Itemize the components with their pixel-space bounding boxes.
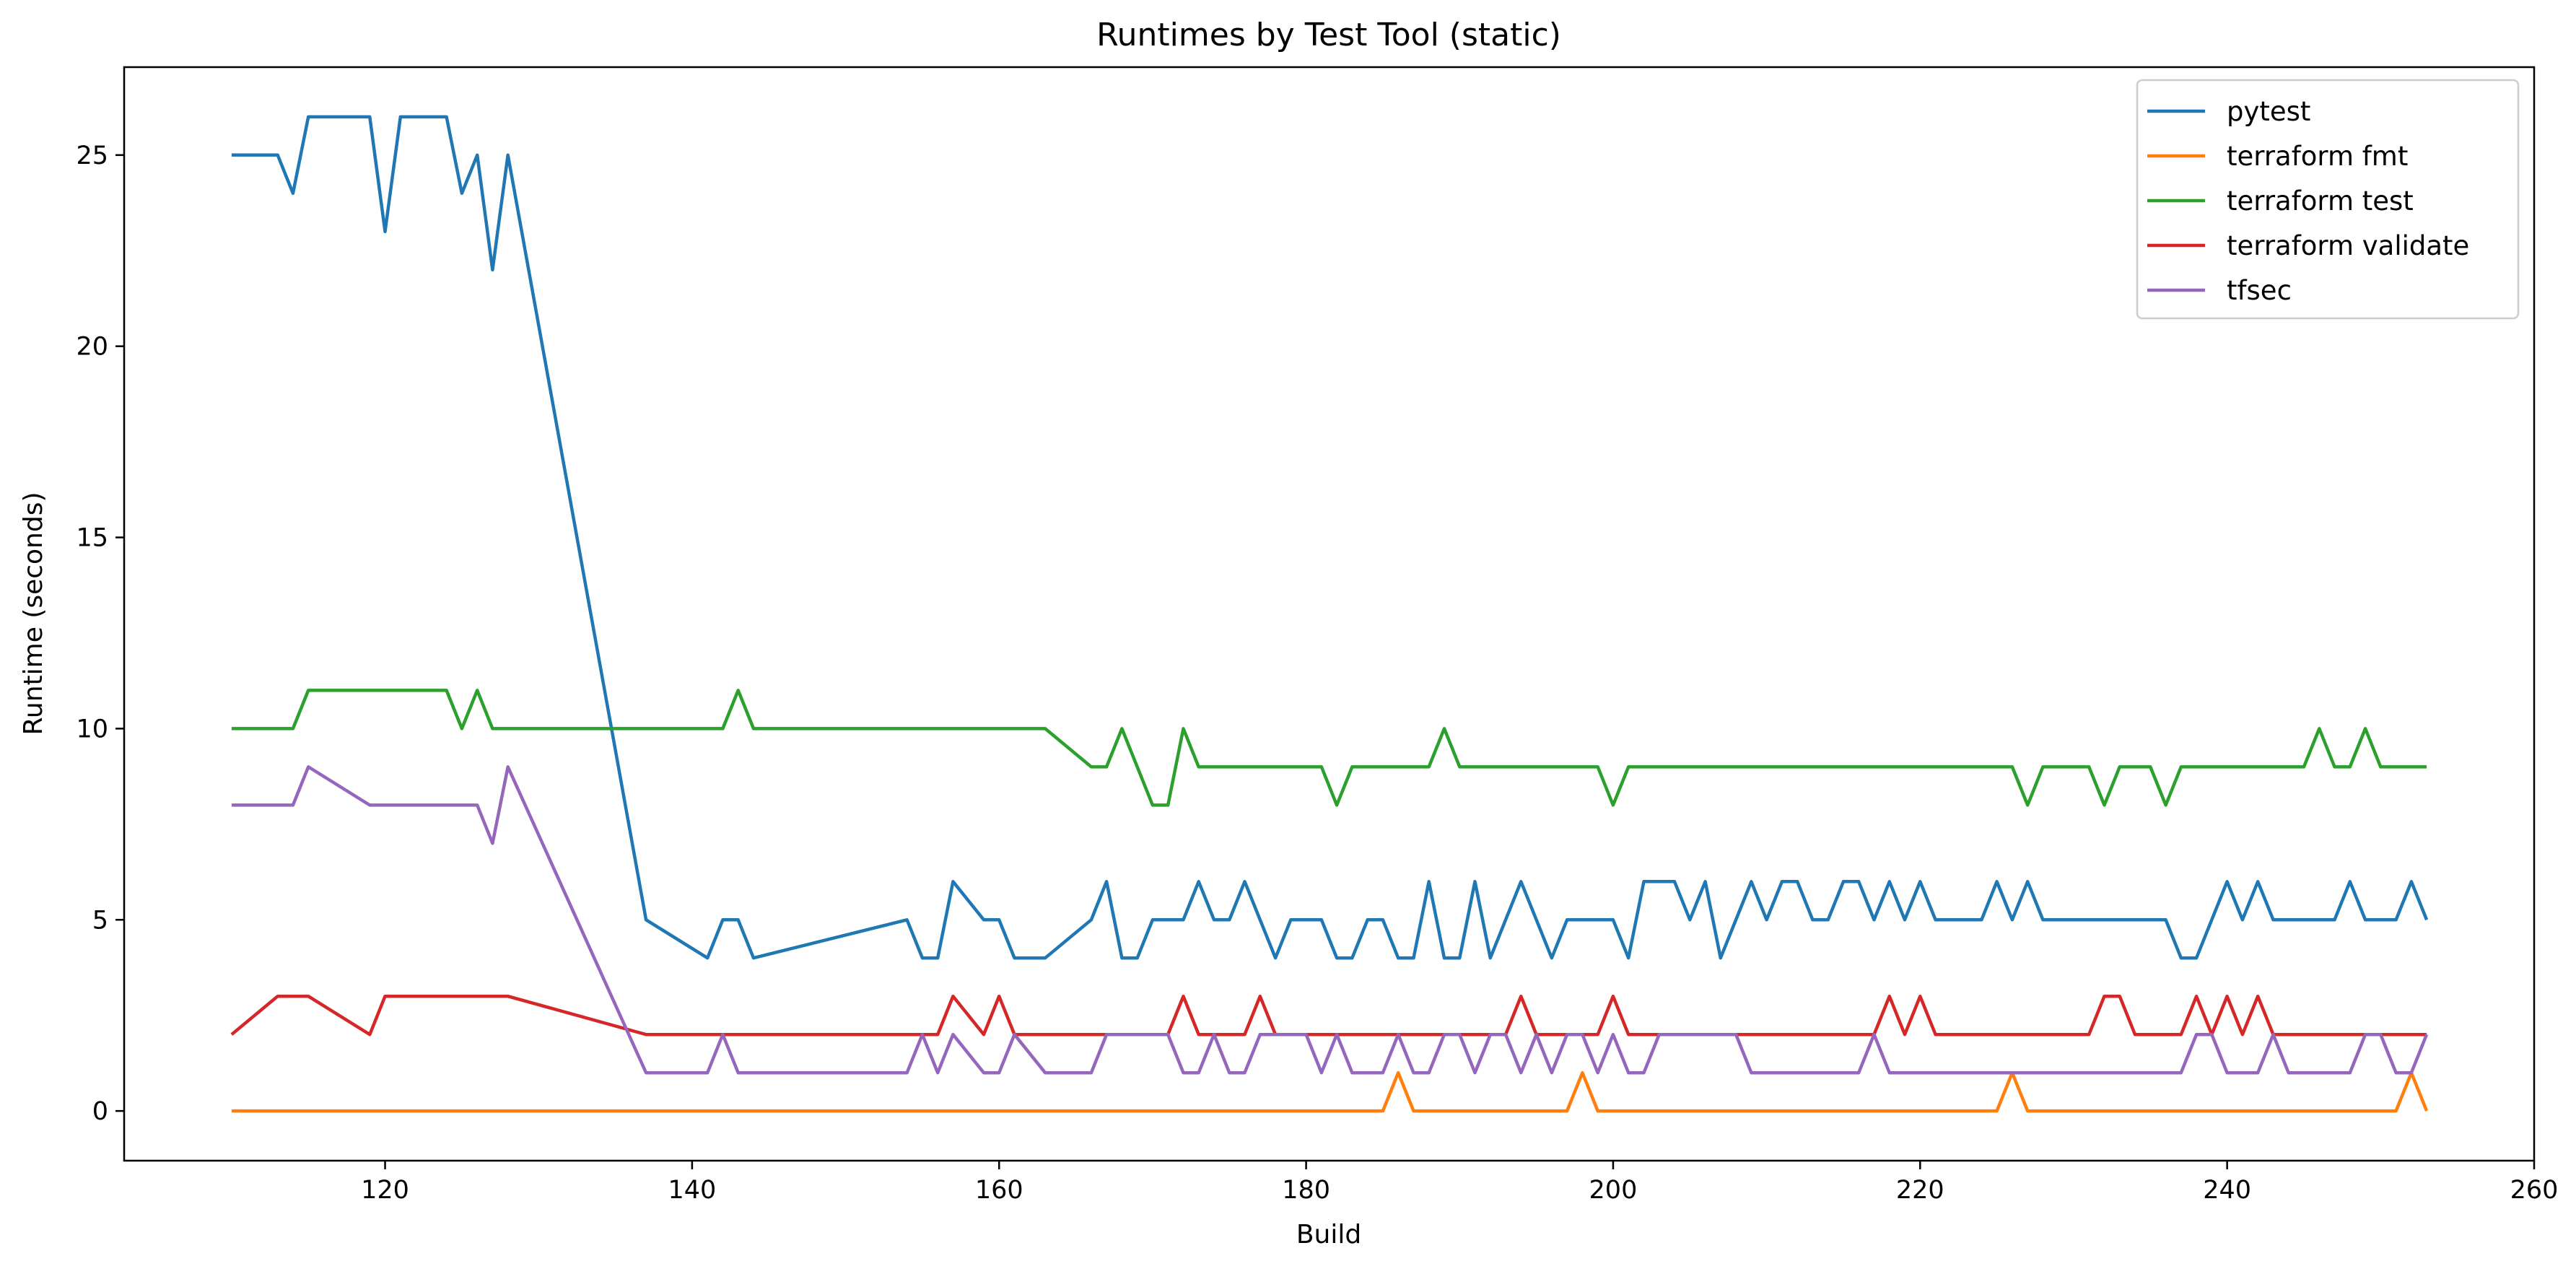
series-line-1 [231,1070,2429,1113]
x-tick-label: 240 [2203,1176,2251,1205]
x-tick-label: 260 [2510,1176,2559,1205]
series-line-0 [231,115,2429,960]
legend: pytest terraform fmt terraform test terrafo… [2136,79,2520,320]
y-axis-label: Runtime (seconds) [19,492,48,735]
chart-title: Runtimes by Test Tool (static) [1096,17,1561,53]
x-tick-label: 120 [361,1176,409,1205]
legend-label-3: terraform validate [2227,230,2469,261]
y-tick-label: 10 [76,715,108,743]
series-line-4 [231,765,2429,1075]
x-tick-label: 220 [1896,1176,1944,1205]
legend-label-2: terraform test [2227,186,2414,217]
x-tick-label: 140 [668,1176,716,1205]
y-tick-label: 25 [76,141,108,170]
plot-area-frame [123,66,2536,1162]
x-tick-label: 200 [1589,1176,1638,1205]
x-axis: 120 140 160 180 200 220 240 260 [361,1161,2558,1205]
series-line-2 [231,689,2427,807]
y-tick-label: 20 [76,333,108,362]
legend-box [2136,79,2520,320]
x-tick-label: 180 [1282,1176,1330,1205]
legend-label-0: pytest [2227,96,2310,127]
legend-label-1: terraform fmt [2227,141,2408,172]
x-tick-label: 160 [975,1176,1023,1205]
x-axis-label: Build [1296,1220,1361,1249]
legend-label-4: tfsec [2227,275,2292,306]
y-tick-label: 15 [76,524,108,553]
y-tick-label: 0 [92,1097,108,1126]
y-tick-label: 5 [92,906,108,935]
y-axis: 0 5 10 15 20 25 [76,141,124,1126]
series-layer [230,115,2429,1113]
